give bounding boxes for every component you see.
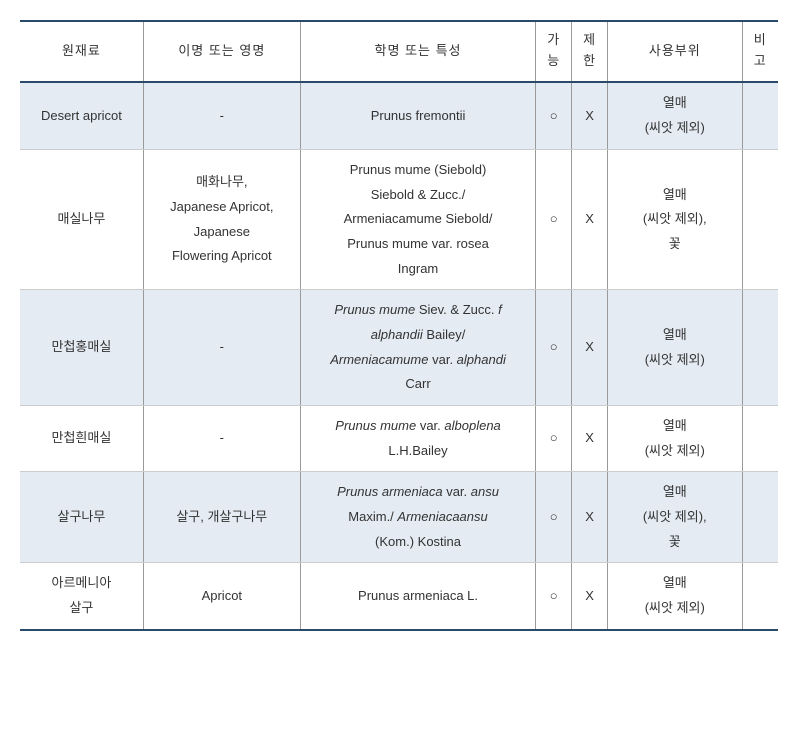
- cell-part: 열매(씨앗 제외),꽃: [608, 472, 743, 563]
- cell-possible: ○: [536, 82, 572, 149]
- cell-note: [742, 563, 778, 630]
- header-restrict: 제 한: [572, 21, 608, 82]
- table-row: 만첩흰매실-Prunus mume var. alboplenaL.H.Bail…: [20, 406, 778, 472]
- cell-part: 열매(씨앗 제외): [608, 406, 743, 472]
- cell-raw: 만첩홍매실: [20, 290, 143, 406]
- cell-note: [742, 290, 778, 406]
- cell-scientific: Prunus mume var. alboplenaL.H.Bailey: [300, 406, 535, 472]
- cell-possible: ○: [536, 406, 572, 472]
- ingredient-table-wrap: 원재료 이명 또는 영명 학명 또는 특성 가 능 제 한 사용부위 비 고 D…: [20, 20, 778, 631]
- cell-raw: Desert apricot: [20, 82, 143, 149]
- cell-note: [742, 472, 778, 563]
- cell-possible: ○: [536, 472, 572, 563]
- cell-part: 열매(씨앗 제외): [608, 290, 743, 406]
- cell-scientific: Prunus mume Siev. & Zucc. falphandii Bai…: [300, 290, 535, 406]
- cell-restrict: X: [572, 82, 608, 149]
- cell-part: 열매(씨앗 제외): [608, 563, 743, 630]
- header-note: 비 고: [742, 21, 778, 82]
- ingredient-table: 원재료 이명 또는 영명 학명 또는 특성 가 능 제 한 사용부위 비 고 D…: [20, 20, 778, 631]
- cell-note: [742, 82, 778, 149]
- cell-scientific: Prunus fremontii: [300, 82, 535, 149]
- table-row: 살구나무살구, 개살구나무Prunus armeniaca var. ansuM…: [20, 472, 778, 563]
- cell-possible: ○: [536, 563, 572, 630]
- header-part: 사용부위: [608, 21, 743, 82]
- table-head: 원재료 이명 또는 영명 학명 또는 특성 가 능 제 한 사용부위 비 고: [20, 21, 778, 82]
- cell-possible: ○: [536, 290, 572, 406]
- cell-scientific: Prunus armeniaca var. ansuMaxim./ Armeni…: [300, 472, 535, 563]
- table-row: 아르메니아살구ApricotPrunus armeniaca L.○X열매(씨앗…: [20, 563, 778, 630]
- table-row: 만첩홍매실-Prunus mume Siev. & Zucc. falphand…: [20, 290, 778, 406]
- cell-restrict: X: [572, 290, 608, 406]
- cell-possible: ○: [536, 149, 572, 289]
- cell-restrict: X: [572, 406, 608, 472]
- cell-part: 열매(씨앗 제외): [608, 82, 743, 149]
- cell-restrict: X: [572, 472, 608, 563]
- header-alias: 이명 또는 영명: [143, 21, 300, 82]
- cell-raw: 살구나무: [20, 472, 143, 563]
- cell-part: 열매(씨앗 제외),꽃: [608, 149, 743, 289]
- cell-restrict: X: [572, 149, 608, 289]
- cell-alias: -: [143, 290, 300, 406]
- cell-alias: -: [143, 82, 300, 149]
- table-row: Desert apricot-Prunus fremontii○X열매(씨앗 제…: [20, 82, 778, 149]
- cell-scientific: Prunus mume (Siebold)Siebold & Zucc./Arm…: [300, 149, 535, 289]
- cell-note: [742, 149, 778, 289]
- cell-scientific: Prunus armeniaca L.: [300, 563, 535, 630]
- cell-note: [742, 406, 778, 472]
- cell-alias: Apricot: [143, 563, 300, 630]
- header-scientific: 학명 또는 특성: [300, 21, 535, 82]
- header-raw: 원재료: [20, 21, 143, 82]
- cell-alias: 매화나무,Japanese Apricot,JapaneseFlowering …: [143, 149, 300, 289]
- cell-raw: 아르메니아살구: [20, 563, 143, 630]
- cell-restrict: X: [572, 563, 608, 630]
- header-possible: 가 능: [536, 21, 572, 82]
- cell-alias: -: [143, 406, 300, 472]
- cell-alias: 살구, 개살구나무: [143, 472, 300, 563]
- header-row: 원재료 이명 또는 영명 학명 또는 특성 가 능 제 한 사용부위 비 고: [20, 21, 778, 82]
- cell-raw: 매실나무: [20, 149, 143, 289]
- table-row: 매실나무매화나무,Japanese Apricot,JapaneseFlower…: [20, 149, 778, 289]
- table-body: Desert apricot-Prunus fremontii○X열매(씨앗 제…: [20, 82, 778, 629]
- cell-raw: 만첩흰매실: [20, 406, 143, 472]
